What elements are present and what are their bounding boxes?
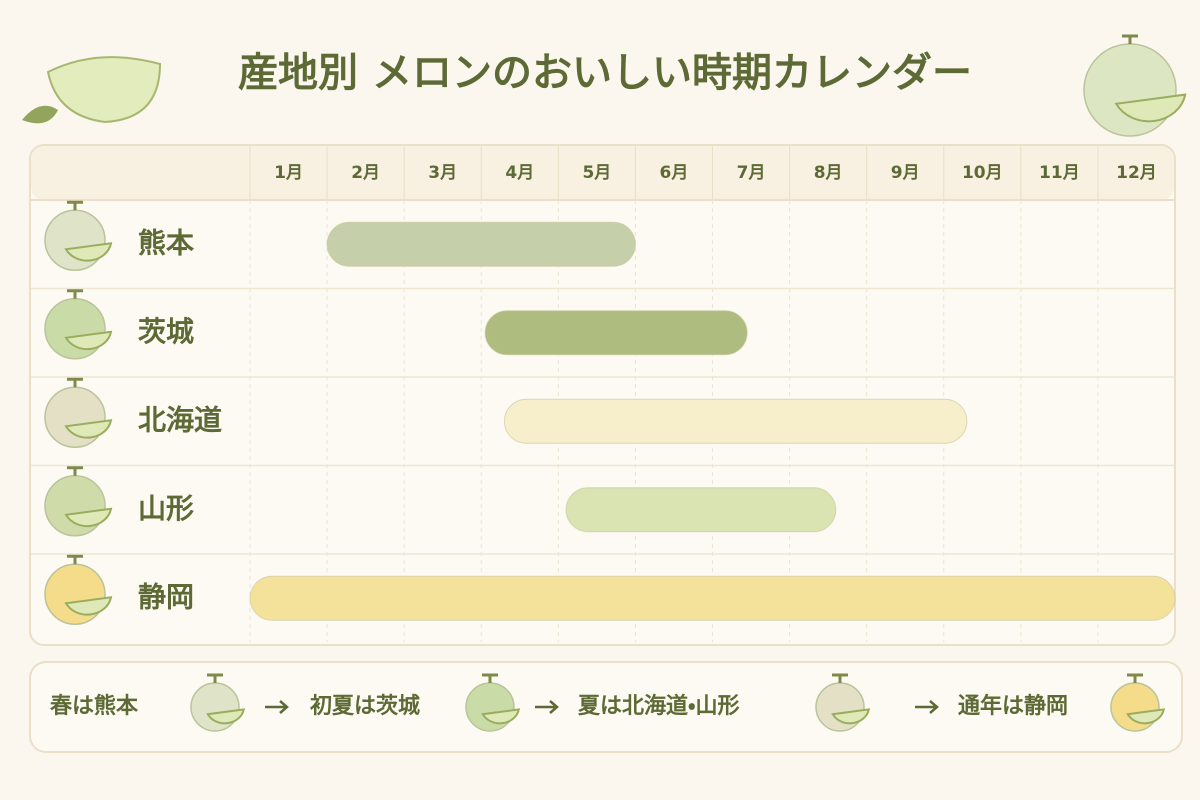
month-label: 8月 xyxy=(814,163,843,183)
melon-stem xyxy=(207,673,223,683)
summary-text: 夏は北海道・山形 xyxy=(578,693,739,719)
melon-slice xyxy=(64,330,113,351)
leaf-deco xyxy=(22,105,58,124)
month-label: 4月 xyxy=(505,163,534,183)
melon-icon xyxy=(190,673,246,732)
melon-stem xyxy=(832,673,848,683)
month-label: 6月 xyxy=(660,163,689,183)
melon-icon xyxy=(1083,34,1187,137)
melon-slice xyxy=(206,708,246,725)
season-bar xyxy=(326,221,636,267)
melon-stem xyxy=(67,466,83,476)
month-label: 7月 xyxy=(737,163,766,183)
melon-stem xyxy=(67,554,83,565)
melon-body xyxy=(44,298,106,360)
summary-frame xyxy=(29,661,1183,753)
season-bar xyxy=(565,487,837,533)
flow-arrow xyxy=(535,700,559,714)
melon-body xyxy=(465,682,515,732)
calendar-frame xyxy=(29,144,1176,646)
melon-slice xyxy=(64,596,113,616)
month-label: 3月 xyxy=(428,163,457,183)
melon-stem xyxy=(1122,34,1138,44)
flow-arrow xyxy=(915,700,939,714)
melon-body xyxy=(44,209,106,271)
melon-slice xyxy=(1114,93,1187,123)
summary-text: 通年は静岡 xyxy=(958,693,1068,719)
season-bar xyxy=(249,575,1176,621)
header-row xyxy=(31,146,1174,200)
melon-slice-deco xyxy=(46,56,162,124)
title: 産地別 メロンのおいしい時期カレンダー xyxy=(238,50,972,96)
melon-slice xyxy=(64,419,113,439)
month-label: 11月 xyxy=(1039,163,1080,183)
month-label: 2月 xyxy=(351,163,380,183)
melon-icon xyxy=(44,289,113,360)
flow-arrow xyxy=(265,700,289,714)
region-label: 北海道 xyxy=(138,403,222,436)
region-label: 熊本 xyxy=(138,226,195,259)
summary-text: 春は熊本 xyxy=(49,693,139,719)
season-bar xyxy=(503,398,968,444)
melon-icon xyxy=(44,466,113,537)
melon-stem xyxy=(67,200,83,211)
melon-slice xyxy=(481,708,521,725)
melon-icon xyxy=(465,673,521,732)
region-label: 静岡 xyxy=(138,580,194,613)
melon-stem xyxy=(67,377,83,388)
melon-icon xyxy=(44,377,113,448)
melon-body xyxy=(190,682,240,732)
melon-icon xyxy=(44,200,113,271)
melon-slice xyxy=(64,507,113,528)
melon-body xyxy=(815,682,865,732)
melon-slice xyxy=(64,242,113,262)
month-label: 10月 xyxy=(962,163,1003,183)
melon-body xyxy=(44,563,106,625)
month-label: 1月 xyxy=(274,163,303,183)
melon-icon xyxy=(1110,673,1166,732)
season-bar xyxy=(484,310,748,356)
region-label: 山形 xyxy=(138,492,194,525)
region-label: 茨城 xyxy=(138,315,194,348)
melon-stem xyxy=(67,289,83,299)
month-label: 5月 xyxy=(582,163,611,183)
melon-stem xyxy=(482,673,498,683)
summary-text: 初夏は茨城 xyxy=(309,693,420,719)
melon-body xyxy=(1083,43,1177,137)
melon-body xyxy=(1110,682,1160,732)
melon-slice xyxy=(1126,708,1166,725)
month-label: 9月 xyxy=(891,163,920,183)
melon-icon xyxy=(815,673,871,732)
melon-icon xyxy=(44,554,113,625)
melon-stem xyxy=(1127,673,1143,683)
melon-body xyxy=(44,475,106,537)
month-label: 12月 xyxy=(1116,163,1157,183)
melon-slice xyxy=(831,708,871,725)
melon-body xyxy=(44,386,106,448)
